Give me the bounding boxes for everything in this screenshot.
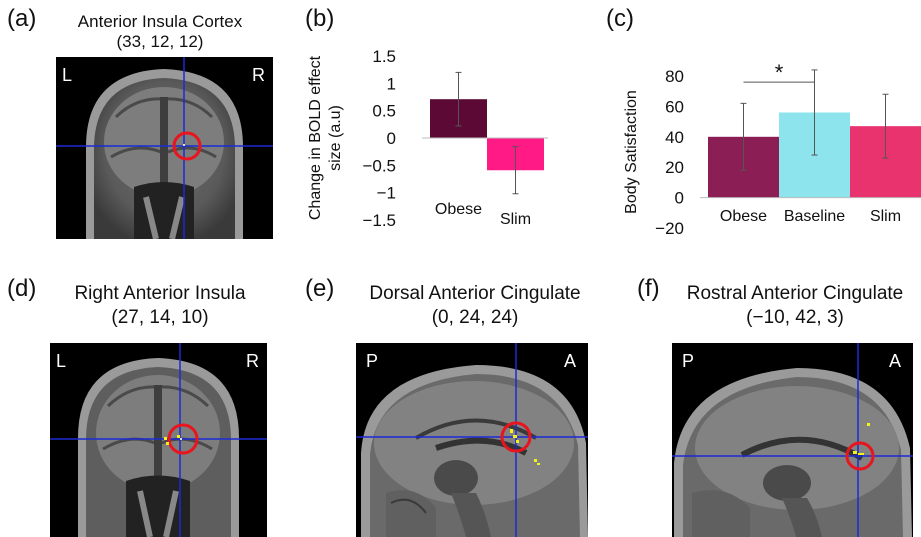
x-category-label: Slim [870, 208, 901, 225]
y-tick-label: 40 [665, 128, 684, 147]
brain-image-a: L R [56, 57, 273, 239]
y-tick-label: −0.5 [362, 156, 396, 175]
panel-e-coords: (0, 24, 24) [431, 307, 519, 328]
panel-label-f: (f) [637, 275, 660, 302]
x-category-label: Slim [500, 211, 531, 228]
y-tick-label: 80 [665, 67, 684, 86]
panel-a-coords: (33, 12, 12) [116, 32, 204, 51]
panel-label-c: (c) [606, 5, 634, 32]
panel-a-title-text: Anterior Insula Cortex [77, 12, 243, 31]
panel-d-coords: (27, 14, 10) [111, 307, 209, 328]
y-tick-label: 0 [387, 129, 396, 148]
y-axis-label: size (a.u) [327, 105, 344, 171]
chart-bold-change: 1.5 1 0.5 0 −0.5 −1 −1.5 Change in BOLD effect s… [307, 47, 548, 230]
panel-f-title-text: Rostral Anterior Cingulate [686, 283, 904, 304]
panel-d-title: Right Anterior Insula (27, 14, 10) [40, 282, 280, 330]
panel-d-title-text: Right Anterior Insula [74, 283, 246, 304]
panel-e-title: Dorsal Anterior Cingulate (0, 24, 24) [345, 282, 605, 330]
panel-label-e: (e) [305, 275, 335, 302]
y-tick-label: −1.5 [362, 211, 396, 230]
brain-d-left-label: L [56, 351, 67, 371]
panel-e-title-text: Dorsal Anterior Cingulate [369, 283, 581, 304]
y-tick-label: 20 [665, 158, 684, 177]
x-category-label: Obese [435, 201, 482, 218]
brain-e-left-label: P [366, 351, 379, 371]
y-axis-label: Body Satisfaction [623, 90, 640, 214]
y-axis-label: Change in BOLD effect [307, 55, 324, 220]
y-tick-label: 0.5 [372, 102, 396, 121]
y-tick-label: 60 [665, 97, 684, 116]
brain-e-right-label: A [563, 351, 576, 371]
y-tick-label: −1 [377, 184, 396, 203]
panel-f-title: Rostral Anterior Cingulate (−10, 42, 3) [670, 282, 920, 330]
x-category-label: Baseline [784, 208, 845, 225]
brain-image-d: L R [50, 343, 267, 537]
y-tick-label: 1.5 [372, 47, 396, 66]
brain-f-right-label: A [888, 351, 901, 371]
brain-d-right-label: R [246, 351, 259, 371]
brain-image-f: P A [672, 343, 913, 537]
panel-label-a: (a) [7, 5, 37, 32]
panel-label-b: (b) [305, 5, 335, 32]
chart-body-satisfaction: 80 60 40 20 0 −20 Body Satisfaction Obese Baseli… [623, 60, 921, 238]
brain-f-left-label: P [682, 351, 695, 371]
brain-a-right-label: R [252, 65, 265, 85]
brain-a-left-label: L [62, 65, 73, 85]
y-tick-label: 0 [675, 189, 684, 208]
y-tick-label: 1 [387, 74, 396, 93]
panel-f-coords: (−10, 42, 3) [746, 307, 844, 328]
panel-a-title: Anterior Insula Cortex (33, 12, 12) [50, 12, 270, 52]
x-category-label: Obese [720, 208, 767, 225]
y-tick-label: −20 [655, 219, 684, 238]
brain-image-e: P A [356, 343, 588, 537]
panel-label-d: (d) [7, 275, 37, 302]
significance-star: * [775, 60, 784, 85]
